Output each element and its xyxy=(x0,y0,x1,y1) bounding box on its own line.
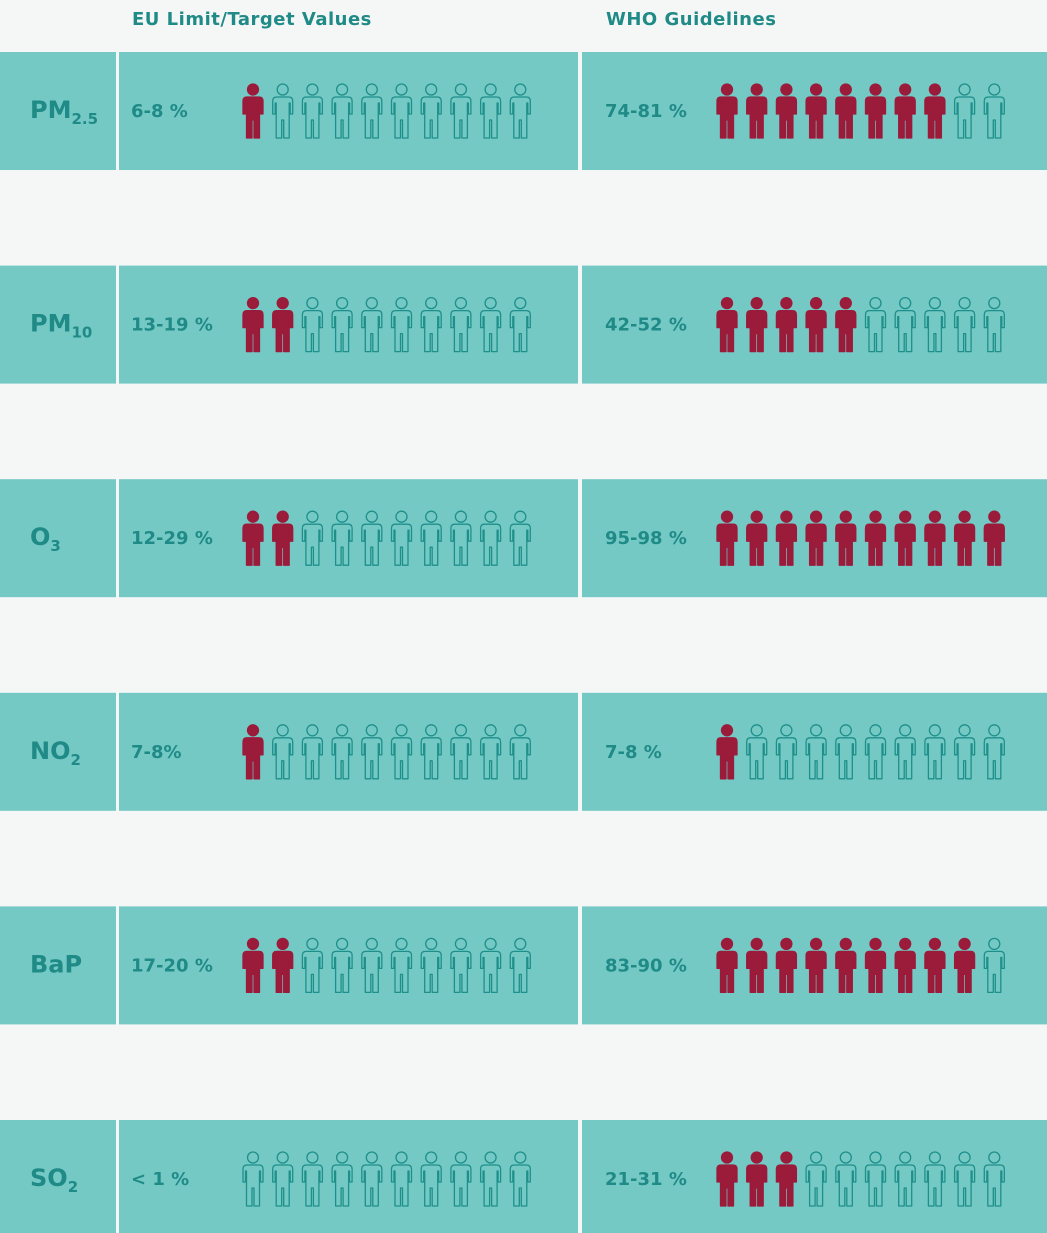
pollutant-name: SO xyxy=(30,1164,68,1192)
row-band xyxy=(0,906,116,1025)
row-band xyxy=(0,479,116,598)
range-label: 83-90 % xyxy=(605,955,687,976)
range-label: 95-98 % xyxy=(605,528,687,549)
row-band xyxy=(0,52,116,170)
pollutant-label: NO2 xyxy=(30,737,81,769)
range-label: 21-31 % xyxy=(605,1169,687,1190)
column-header: EU Limit/Target Values xyxy=(132,9,372,30)
pollutant-label: PM10 xyxy=(30,310,92,342)
pollutant-subscript: 2 xyxy=(68,1178,78,1196)
range-label: 7-8% xyxy=(131,742,182,763)
row-band xyxy=(0,1120,116,1233)
range-label: 17-20 % xyxy=(131,955,213,976)
range-label: 74-81 % xyxy=(605,101,687,122)
row-band xyxy=(0,265,116,384)
pollutant-label: SO2 xyxy=(30,1164,78,1196)
range-label: < 1 % xyxy=(131,1169,189,1190)
pollutant-subscript: 3 xyxy=(50,537,60,555)
pollutant-subscript: 2 xyxy=(71,750,81,768)
pollutant-name: PM xyxy=(30,96,71,124)
column-header: WHO Guidelines xyxy=(606,9,776,30)
pollutant-label: O3 xyxy=(30,523,61,555)
pollutant-name: BaP xyxy=(30,950,82,978)
range-label: 12-29 % xyxy=(131,528,213,549)
row-band xyxy=(0,692,116,811)
range-label: 7-8 % xyxy=(605,742,662,763)
pollutant-subscript: 10 xyxy=(71,323,92,341)
pollutant-name: NO xyxy=(30,737,71,765)
pollutant-subscript: 2.5 xyxy=(71,110,98,128)
range-label: 6-8 % xyxy=(131,101,188,122)
pollutant-label: PM2.5 xyxy=(30,96,98,128)
pollutant-label: BaP xyxy=(30,950,82,978)
range-label: 13-19 % xyxy=(131,315,213,336)
pollutant-name: O xyxy=(30,523,50,551)
range-label: 42-52 % xyxy=(605,315,687,336)
pollutant-name: PM xyxy=(30,310,71,338)
